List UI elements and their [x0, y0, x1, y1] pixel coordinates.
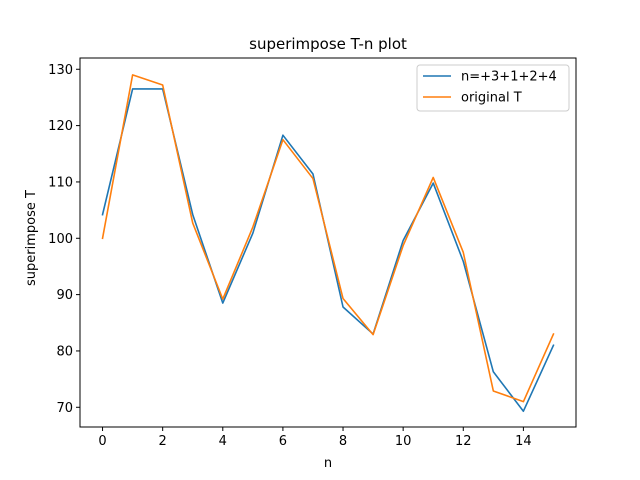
x-tick-label: 8: [339, 434, 347, 449]
legend-label: original T: [461, 91, 522, 106]
x-tick-label: 6: [279, 434, 287, 449]
x-tick-label: 4: [219, 434, 227, 449]
x-axis-label: n: [324, 456, 332, 471]
x-tick-label: 0: [98, 434, 106, 449]
x-tick-label: 10: [395, 434, 412, 449]
legend: n=+3+1+2+4 original T: [416, 64, 570, 112]
y-axis-label: superimpose T: [24, 190, 39, 286]
series-layer: [101, 74, 555, 413]
series-line-2: [101, 74, 555, 403]
y-tick-label: 70: [56, 401, 73, 416]
legend-label: n=+3+1+2+4: [461, 70, 557, 85]
x-tick-label: 2: [159, 434, 167, 449]
y-tick-label: 80: [56, 344, 73, 359]
y-tick-label: 100: [48, 232, 73, 247]
y-tick-label: 120: [48, 119, 73, 134]
y-tick-label: 130: [48, 63, 73, 78]
x-tick-label: 14: [515, 434, 532, 449]
legend-box: [416, 64, 570, 112]
y-tick-label: 90: [56, 288, 73, 303]
x-axis-ticks: 0 2 4 6 8 10 12 14: [98, 427, 532, 449]
y-axis-ticks: 70 80 90 100 110 120 130: [48, 63, 80, 416]
y-tick-label: 110: [48, 175, 73, 190]
x-tick-label: 12: [455, 434, 472, 449]
chart-title: superimpose T-n plot: [249, 35, 407, 53]
